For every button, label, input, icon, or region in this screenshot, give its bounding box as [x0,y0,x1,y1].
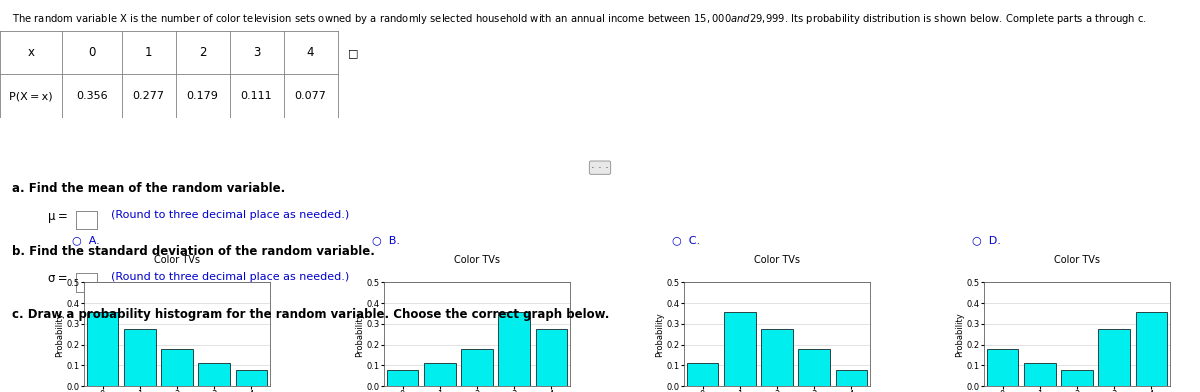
Text: 0: 0 [88,46,96,60]
Bar [1098,328,1130,386]
Bar [686,363,719,386]
Bar [86,312,119,386]
Text: x: x [28,46,35,60]
Text: μ =: μ = [48,210,67,223]
Bar [761,328,793,386]
Bar [835,370,868,386]
Text: 0.179: 0.179 [186,91,218,101]
Text: (Round to three decimal place as needed.): (Round to three decimal place as needed.… [104,272,349,283]
Text: P(X = x): P(X = x) [10,91,53,101]
Text: 4: 4 [307,46,314,60]
Bar [1135,312,1168,386]
Bar [198,363,230,386]
Text: Color TVs: Color TVs [754,254,800,265]
Text: ○  A.: ○ A. [72,235,100,245]
Bar [798,349,830,386]
Bar [535,328,568,386]
Bar [498,312,530,386]
Text: c. Draw a probability histogram for the random variable. Choose the correct grap: c. Draw a probability histogram for the … [12,308,610,321]
Text: ○  B.: ○ B. [372,235,400,245]
Text: □: □ [348,48,359,58]
Bar [235,370,268,386]
Text: b. Find the standard deviation of the random variable.: b. Find the standard deviation of the ra… [12,245,374,258]
Bar [386,370,419,386]
Bar [1061,370,1093,386]
Bar [986,349,1019,386]
Bar [424,363,456,386]
Text: · · ·: · · · [592,163,608,173]
Text: ○  C.: ○ C. [672,235,700,245]
Text: Color TVs: Color TVs [1054,254,1100,265]
Text: (Round to three decimal place as needed.): (Round to three decimal place as needed.… [104,210,349,220]
Text: 1: 1 [145,46,152,60]
Text: 0.356: 0.356 [76,91,108,101]
Text: 3: 3 [253,46,260,60]
Y-axis label: Probability: Probability [355,312,364,357]
Text: Color TVs: Color TVs [154,254,200,265]
Bar [1024,363,1056,386]
Bar [461,349,493,386]
Text: 0.277: 0.277 [132,91,164,101]
Text: Color TVs: Color TVs [454,254,500,265]
Y-axis label: Probability: Probability [655,312,664,357]
Y-axis label: Probability: Probability [55,312,64,357]
Text: 0.111: 0.111 [241,91,272,101]
Bar [161,349,193,386]
Bar [124,328,156,386]
Text: 2: 2 [199,46,206,60]
Text: σ =: σ = [48,272,67,285]
Text: The random variable X is the number of color television sets owned by a randomly: The random variable X is the number of c… [12,12,1147,26]
Text: 0.077: 0.077 [294,91,326,101]
Text: a. Find the mean of the random variable.: a. Find the mean of the random variable. [12,182,286,195]
Text: ○  D.: ○ D. [972,235,1001,245]
Bar [724,312,756,386]
Y-axis label: Probability: Probability [955,312,964,357]
